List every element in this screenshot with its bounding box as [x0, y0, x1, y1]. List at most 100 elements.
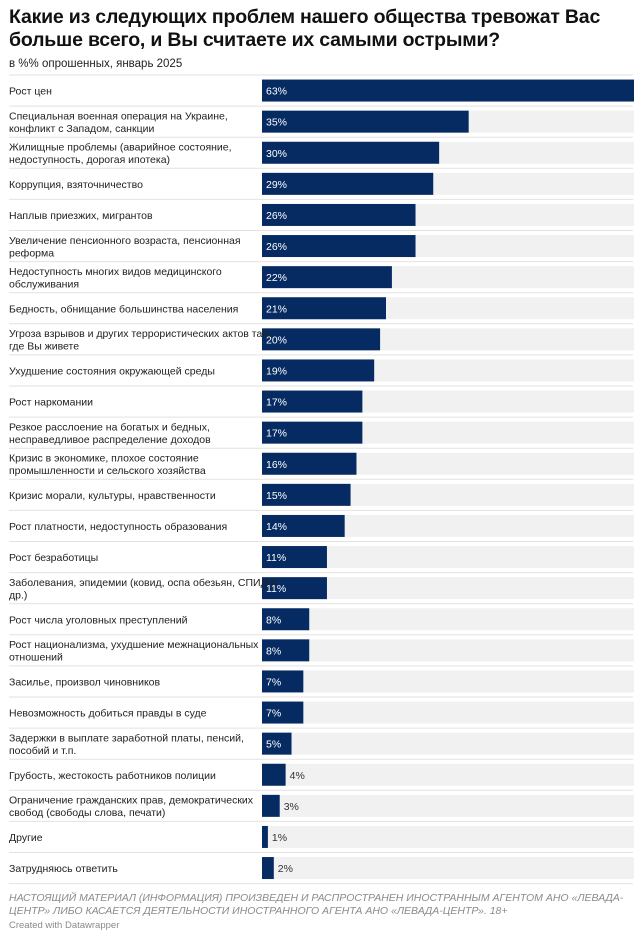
value-label: 17% [266, 428, 287, 440]
category-label: Ухудшение состояния окружающей среды [9, 365, 215, 377]
bar [262, 79, 634, 102]
category-label: Резкое расслоение на богатых и бедных, [9, 421, 210, 433]
bar-track [262, 732, 634, 755]
category-label: Кризис морали, культуры, нравственности [9, 490, 216, 502]
bar [262, 421, 363, 444]
category-label: Жилищные проблемы (аварийное состояние, [9, 142, 232, 154]
category-label: др.) [9, 589, 27, 601]
category-label: Невозможность добиться правды в суде [9, 708, 207, 720]
value-label: 19% [266, 365, 287, 377]
category-label: обслуживания [9, 278, 79, 290]
bar [262, 701, 304, 724]
bar-track [262, 763, 634, 786]
value-label: 7% [266, 708, 281, 720]
bar [262, 297, 386, 320]
category-label: Рост цен [9, 86, 52, 98]
value-label: 8% [266, 645, 281, 657]
category-label: Рост платности, недоступность образовани… [9, 521, 227, 533]
category-label: Затрудняюсь ответить [9, 863, 118, 875]
bar [262, 483, 351, 506]
value-label: 17% [266, 397, 287, 409]
value-label: 21% [266, 303, 287, 315]
category-label: конфликт с Западом, санкции [9, 123, 154, 135]
bar-track [262, 546, 634, 569]
category-label: Увеличение пенсионного возраста, пенсион… [9, 235, 241, 247]
bar [262, 452, 357, 475]
category-label: Заболевания, эпидемии (ковид, оспа обезь… [9, 577, 277, 589]
bar-track [262, 514, 634, 537]
category-label: Наплыв приезжих, мигрантов [9, 210, 153, 222]
datawrapper-credit: Created with Datawrapper [9, 920, 120, 931]
bar [262, 172, 434, 195]
bar [262, 266, 392, 289]
bar-track [262, 825, 634, 848]
bar-track [262, 577, 634, 600]
value-label: 8% [266, 614, 281, 626]
value-label: 22% [266, 272, 287, 284]
bar [262, 670, 304, 693]
category-label: Рост национализма, ухудшение межнационал… [9, 639, 259, 651]
bar [262, 514, 345, 537]
bar [262, 794, 280, 817]
bar-track [262, 483, 634, 506]
category-label: недоступность, дорогая ипотека) [9, 154, 170, 166]
category-label: Рост наркомании [9, 397, 93, 409]
value-label: 11% [266, 552, 286, 564]
value-label: 3% [284, 801, 299, 813]
bar [262, 390, 363, 413]
bar [262, 328, 381, 351]
category-label: Кризис в экономике, плохое состояние [9, 453, 199, 465]
bar-track [262, 701, 634, 724]
bar [262, 235, 416, 258]
category-label: где Вы живете [9, 341, 79, 353]
bar-track [262, 608, 634, 631]
bar-track [262, 857, 634, 880]
value-label: 26% [266, 241, 287, 253]
value-label: 5% [266, 739, 281, 751]
bar [262, 546, 327, 569]
category-label: Ограничение гражданских прав, демократич… [9, 795, 254, 807]
bar [262, 141, 440, 164]
value-label: 26% [266, 210, 287, 222]
category-label: отношений [9, 652, 63, 664]
value-label: 16% [266, 459, 287, 471]
category-label: пособий и т.п. [9, 745, 76, 757]
category-label: несправедливое распределение доходов [9, 434, 211, 446]
category-label: Угроза взрывов и других террористических… [9, 328, 272, 340]
value-label: 11% [266, 583, 286, 595]
bar [262, 577, 327, 600]
category-label: Специальная военная операция на Украине, [9, 110, 228, 122]
bar [262, 203, 416, 226]
category-label: Другие [9, 832, 43, 844]
foreign-agent-notice: НАСТОЯЩИЙ МАТЕРИАЛ (ИНФОРМАЦИЯ) ПРОИЗВЕД… [9, 892, 624, 917]
category-label: Бедность, обнищание большинства населени… [9, 303, 238, 315]
category-label: Рост числа уголовных преступлений [9, 614, 188, 626]
bar-track [262, 794, 634, 817]
value-label: 30% [266, 148, 287, 160]
bar-track [262, 670, 634, 693]
category-label: Рост безработицы [9, 552, 98, 564]
category-label: Грубость, жестокость работников полиции [9, 770, 216, 782]
value-label: 35% [266, 117, 287, 129]
chart-title: Какие из следующих проблем нашего общест… [9, 6, 601, 51]
category-label: реформа [9, 247, 54, 259]
bar [262, 857, 274, 880]
value-label: 1% [272, 832, 287, 844]
category-label: промышленности и сельского хозяйства [9, 465, 206, 477]
chart-subtitle: в %% опрошенных, январь 2025 [9, 58, 183, 70]
category-label: Недоступность многих видов медицинского [9, 266, 222, 278]
bar [262, 825, 268, 848]
bar [262, 732, 292, 755]
value-label: 7% [266, 676, 281, 688]
value-label: 2% [278, 863, 293, 875]
value-label: 20% [266, 334, 287, 346]
category-label: Коррупция, взяточничество [9, 179, 143, 191]
category-label: Задержки в выплате заработной платы, пен… [9, 732, 244, 744]
bar [262, 359, 375, 382]
value-label: 63% [266, 86, 287, 98]
bar [262, 763, 286, 786]
bar [262, 608, 310, 631]
bar [262, 639, 310, 662]
